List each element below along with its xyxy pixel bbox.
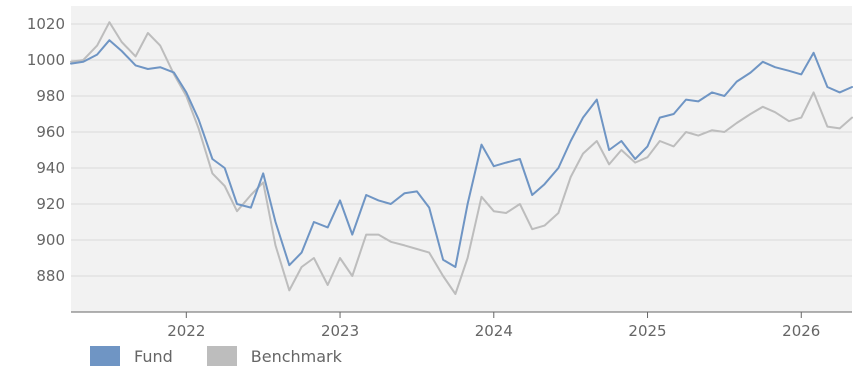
legend: Fund Benchmark [90,346,376,366]
series-line-benchmark [70,21,853,295]
y-tick-label: 960 [36,123,65,141]
x-tick-label: 2024 [475,322,513,340]
tick-labels: 880 900 920 940 960 980 1000 1020 2022 2023 2024 20… [27,15,821,340]
legend-label-benchmark: Benchmark [250,346,342,366]
legend-item-fund[interactable]: Fund [90,346,173,366]
y-tick-label: 980 [36,87,65,105]
benchmark-swatch [206,346,237,366]
legend-label-fund: Fund [134,346,173,366]
y-tick-label: 900 [36,231,65,249]
x-tick-label: 2023 [321,322,359,340]
y-tick-label: 1020 [27,15,65,33]
x-tick-label: 2025 [628,322,666,340]
x-tick-label: 2022 [167,322,205,340]
plot-area [71,6,852,312]
series-line-fund [70,39,853,268]
y-tick-label: 1000 [27,51,65,69]
y-tick-label: 880 [36,267,65,285]
y-tick-label: 940 [36,159,65,177]
y-tick-label: 920 [36,195,65,213]
fund-swatch [90,346,120,366]
x-tick-label: 2026 [782,322,820,340]
gridlines [71,23,852,277]
series-lines [70,21,853,295]
legend-item-benchmark[interactable]: Benchmark [206,346,342,366]
axes [71,311,852,318]
